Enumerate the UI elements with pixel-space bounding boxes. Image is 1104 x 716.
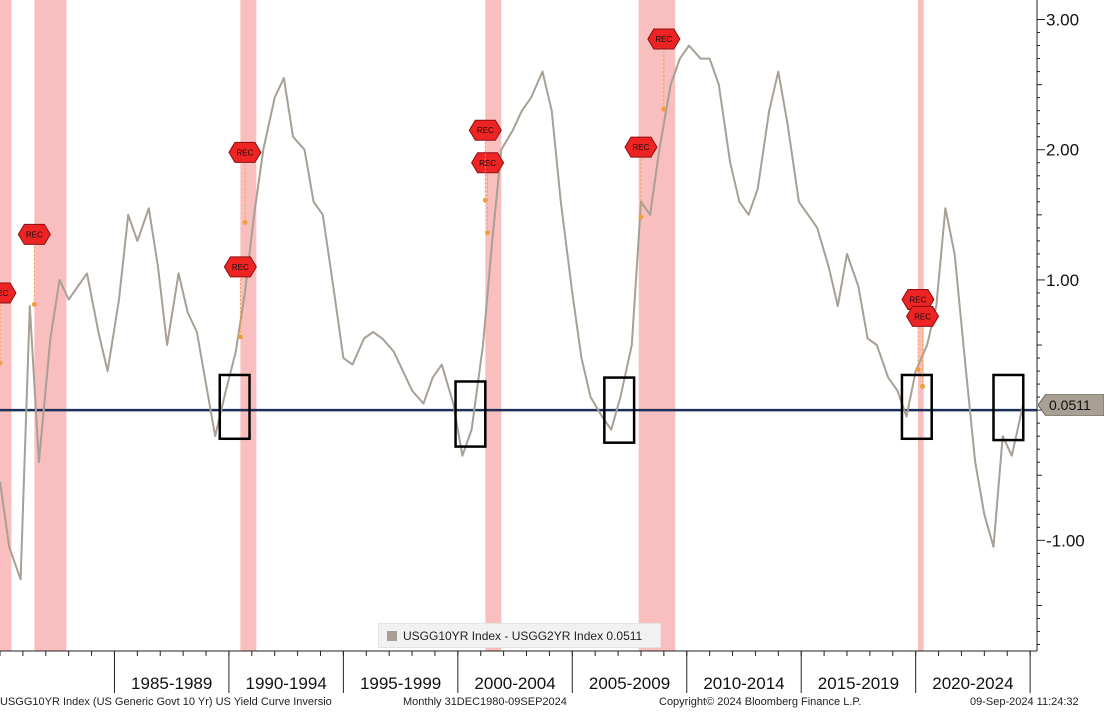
y-tick-label-1: 2.00 xyxy=(1046,141,1079,160)
rec-marker-0 xyxy=(0,282,17,304)
rec-marker-label-1: REC xyxy=(26,230,43,239)
x-period-label-5: 2010-2014 xyxy=(703,674,784,693)
rec-marker-label-3: REC xyxy=(236,148,253,157)
rec-marker-dot-2 xyxy=(237,334,243,340)
recession-band-4 xyxy=(638,0,676,651)
rec-marker-label-0: REC xyxy=(0,289,9,298)
rec-marker-9 xyxy=(905,305,940,327)
rec-marker-5 xyxy=(468,119,502,141)
y-tick-label-3: -1.00 xyxy=(1046,531,1085,550)
rec-marker-dot-0 xyxy=(0,360,3,366)
recession-band-0 xyxy=(0,0,12,651)
y-tick-label-2: 1.00 xyxy=(1046,271,1079,290)
x-period-label-6: 2015-2019 xyxy=(818,674,899,693)
chart-legend: USGG10YR Index - USGG2YR Index 0.0511 xyxy=(378,623,661,648)
recession-band-2 xyxy=(240,0,257,651)
rec-marker-label-8: REC xyxy=(910,295,927,304)
rec-marker-2 xyxy=(223,256,257,278)
footer-ticker: USGG10YR Index (US Generic Govt 10 Yr) U… xyxy=(0,696,332,708)
rec-marker-4 xyxy=(471,152,505,174)
footer-timestamp: 09-Sep-2024 11:24:32 xyxy=(970,696,1079,708)
rec-marker-3 xyxy=(228,141,262,163)
x-period-label-0: 1985-1989 xyxy=(131,674,212,693)
highlight-box-3 xyxy=(900,373,933,441)
footer-range: Monthly 31DEC1980-09SEP2024 xyxy=(403,696,567,708)
rec-marker-label-4: REC xyxy=(479,159,496,168)
y-tick-label-0: 3.00 xyxy=(1046,11,1079,30)
rec-marker-label-9: REC xyxy=(914,312,931,321)
x-period-label-3: 2000-2004 xyxy=(474,674,555,693)
rec-marker-dot-9 xyxy=(920,383,926,389)
rec-marker-dot-5 xyxy=(482,197,488,203)
x-period-label-7: 2020-2024 xyxy=(932,674,1013,693)
rec-marker-label-7: REC xyxy=(655,35,672,44)
rec-marker-label-6: REC xyxy=(633,143,650,152)
rec-marker-8 xyxy=(901,288,935,310)
x-period-label-2: 1995-1999 xyxy=(360,674,441,693)
rec-marker-dot-6 xyxy=(638,214,644,220)
last-value-label: 0.0511 xyxy=(1049,397,1091,413)
rec-marker-label-2: REC xyxy=(232,263,249,272)
last-value-tag-shape: 0.0511 xyxy=(1037,393,1104,417)
highlight-box-0 xyxy=(218,373,251,441)
rec-marker-1 xyxy=(17,223,51,245)
highlight-box-1 xyxy=(454,380,487,448)
rec-marker-label-5: REC xyxy=(477,126,494,135)
footer-copyright: Copyright© 2024 Bloomberg Finance L.P. xyxy=(659,696,862,708)
legend-label: USGG10YR Index - USGG2YR Index 0.0511 xyxy=(403,628,643,643)
x-period-label-4: 2005-2009 xyxy=(589,674,670,693)
highlight-box-2 xyxy=(603,376,636,444)
x-period-label-1: 1990-1994 xyxy=(245,674,326,693)
last-value-tag: 0.0511 xyxy=(1037,393,1104,417)
rec-marker-6 xyxy=(624,136,658,158)
recession-band-1 xyxy=(34,0,67,651)
highlight-box-4 xyxy=(992,373,1025,442)
rec-marker-dot-1 xyxy=(31,301,37,307)
rec-marker-7 xyxy=(647,28,681,50)
series-line-10y-2y-spread xyxy=(0,44,1025,581)
rec-marker-dot-8 xyxy=(915,366,921,372)
legend-swatch xyxy=(387,630,397,641)
rec-marker-dot-4 xyxy=(485,230,491,236)
rec-marker-dot-7 xyxy=(661,106,667,112)
rec-marker-dot-3 xyxy=(242,219,248,225)
recession-band-3 xyxy=(485,0,502,651)
